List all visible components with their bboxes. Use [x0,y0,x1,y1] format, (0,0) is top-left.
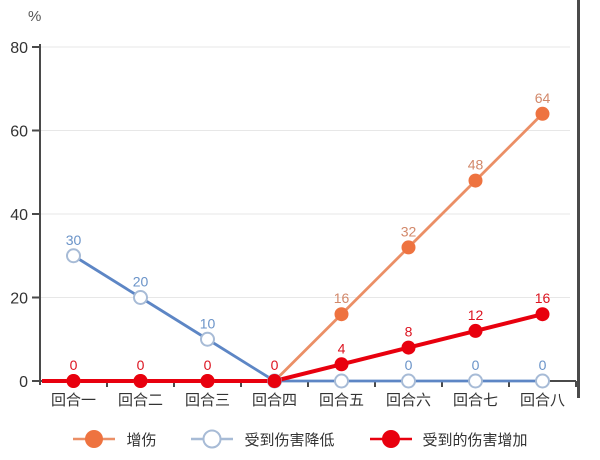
legend-item-damage-taken-increase: 受到的伤害增加 [369,428,528,450]
point-label-damage-taken-increase: 12 [468,307,484,323]
point-label-damage-taken-increase: 0 [204,357,212,373]
point-label-damage-boost: 48 [468,157,484,173]
series-marker-damage-taken-reduction [66,248,81,264]
series-marker-damage-taken-reduction [334,373,349,389]
x-category-label: 回合二 [118,392,163,409]
series-marker-damage-taken-increase [267,374,282,388]
point-label-damage-boost: 32 [401,223,417,239]
point-label-damage-taken-increase: 0 [70,357,78,373]
point-label-damage-boost: 64 [535,90,551,106]
point-label-damage-taken-reduction: 20 [133,274,149,290]
legend-item-damage-boost: 增伤 [72,428,156,450]
point-label-damage-taken-increase: 4 [338,340,346,356]
legend-marker-damage-taken-increase [369,430,412,448]
series-marker-damage-taken-reduction [401,373,416,389]
point-label-damage-taken-reduction: 0 [472,357,480,373]
series-marker-damage-taken-reduction [535,373,550,389]
series-marker-damage-taken-increase [66,374,81,388]
x-category-label: 回合六 [386,392,431,409]
point-label-damage-taken-reduction: 30 [66,232,82,248]
series-marker-damage-taken-increase [334,357,349,372]
legend-label: 增伤 [126,431,157,449]
series-marker-damage-taken-reduction [200,331,215,347]
series-marker-damage-taken-reduction [468,373,483,389]
legend-label: 受到的伤害增加 [422,431,528,449]
right-border-line [577,0,580,398]
series-line-damage-taken-reduction [72,254,543,383]
series-marker-damage-taken-increase [535,307,550,322]
chart-legend: 增伤 受到伤害降低 受到的伤害增加 [0,424,600,454]
y-axis-unit-label: % [28,8,42,25]
point-label-damage-taken-reduction: 0 [539,357,547,373]
legend-item-damage-taken-reduction: 受到伤害降低 [190,428,335,450]
series-marker-damage-taken-increase [133,374,148,388]
y-tick-label: 40 [10,207,28,224]
series-marker-damage-boost [468,173,483,188]
point-label-damage-taken-increase: 16 [535,290,551,306]
series-marker-damage-taken-reduction [133,290,148,305]
point-label-damage-boost: 16 [334,290,350,306]
point-label-damage-taken-reduction: 10 [200,315,216,331]
legend-marker-damage-boost [73,430,116,448]
series-marker-damage-boost [401,240,416,255]
y-tick-label: 20 [10,291,28,308]
point-label-damage-taken-increase: 0 [137,357,145,373]
y-tick-label: 60 [10,124,28,141]
x-category-label: 回合五 [319,392,364,409]
series-marker-damage-boost [334,307,349,322]
series-marker-damage-taken-increase [401,340,416,355]
x-category-label: 回合八 [520,392,565,409]
x-category-label: 回合四 [252,392,297,409]
point-label-damage-taken-reduction: 0 [405,357,413,373]
point-label-damage-taken-increase: 8 [405,324,413,340]
series-line-damage-taken-increase [42,312,543,383]
series-marker-damage-taken-increase [468,323,483,338]
y-tick-label: 0 [19,374,28,391]
legend-marker-damage-taken-reduction [191,429,234,449]
legend-label: 受到伤害降低 [244,431,335,449]
point-label-damage-taken-increase: 0 [271,357,279,373]
x-category-label: 回合七 [453,392,498,409]
y-tick-label: 80 [10,40,28,57]
series-line-damage-boost [73,112,544,383]
series-marker-damage-taken-increase [200,374,215,388]
x-category-label: 回合三 [185,392,230,409]
x-category-label: 回合一 [51,392,96,409]
series-marker-damage-boost [535,106,550,121]
